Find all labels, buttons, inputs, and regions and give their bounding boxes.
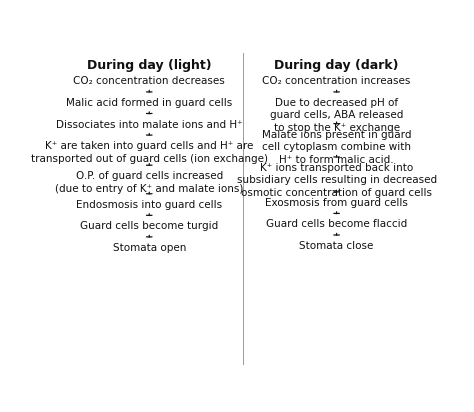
Text: Malate ions present in guard
cell cytoplasm combine with
H⁺ to form malic acid.: Malate ions present in guard cell cytopl… — [262, 130, 411, 164]
Text: Exosmosis from guard cells: Exosmosis from guard cells — [265, 198, 408, 208]
Text: During day (light): During day (light) — [87, 59, 211, 72]
Text: CO₂ concentration decreases: CO₂ concentration decreases — [73, 76, 225, 87]
Text: CO₂ concentration increases: CO₂ concentration increases — [263, 76, 411, 87]
Text: O.P. of guard cells increased
(due to entry of K⁺ and malate ions): O.P. of guard cells increased (due to en… — [55, 171, 244, 194]
Text: Stomata close: Stomata close — [300, 241, 374, 251]
Text: Due to decreased pH of
guard cells, ABA released
to stop the K⁺ exchange: Due to decreased pH of guard cells, ABA … — [270, 98, 403, 133]
Text: Stomata open: Stomata open — [112, 243, 186, 253]
Text: K⁺ are taken into guard cells and H⁺ are
transported out of guard cells (ion exc: K⁺ are taken into guard cells and H⁺ are… — [31, 141, 268, 164]
Text: K⁺ ions transported back into
subsidiary cells resulting in decreased
osmotic co: K⁺ ions transported back into subsidiary… — [237, 163, 437, 198]
Text: Guard cells become flaccid: Guard cells become flaccid — [266, 220, 407, 229]
Text: Guard cells become turgid: Guard cells become turgid — [80, 221, 219, 232]
Text: Endosmosis into guard cells: Endosmosis into guard cells — [76, 200, 222, 210]
Text: During day (dark): During day (dark) — [274, 59, 399, 72]
Text: Dissociates into malate ions and H⁺: Dissociates into malate ions and H⁺ — [56, 119, 243, 129]
Text: Malic acid formed in guard cells: Malic acid formed in guard cells — [66, 98, 232, 108]
